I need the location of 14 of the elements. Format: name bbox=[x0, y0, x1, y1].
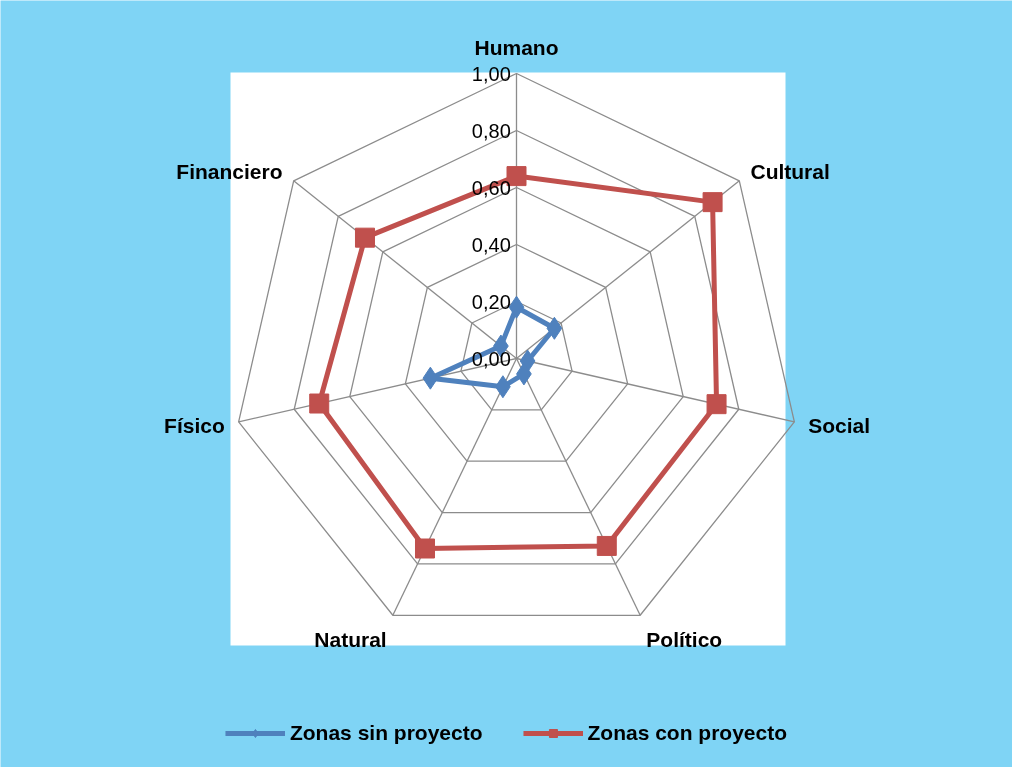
spoke-label: Natural bbox=[314, 628, 387, 652]
y-tick-label: 1,00 bbox=[471, 62, 511, 85]
y-tick-label: 0,40 bbox=[471, 233, 511, 256]
spoke-label: Cultural bbox=[750, 160, 830, 184]
spoke-label: Físico bbox=[164, 413, 225, 437]
spoke-label: Político bbox=[646, 628, 723, 652]
y-tick-label: 0,20 bbox=[471, 290, 511, 313]
legend-label: Zonas con proyecto bbox=[587, 721, 788, 745]
legend-label: Zonas sin proyecto bbox=[289, 721, 483, 745]
y-tick-label: 0,80 bbox=[471, 119, 511, 142]
spoke-label: Financiero bbox=[176, 160, 283, 184]
y-tick-label: 0,00 bbox=[471, 347, 511, 370]
spoke-label: Humano bbox=[474, 36, 559, 60]
spoke-label: Social bbox=[808, 413, 871, 437]
